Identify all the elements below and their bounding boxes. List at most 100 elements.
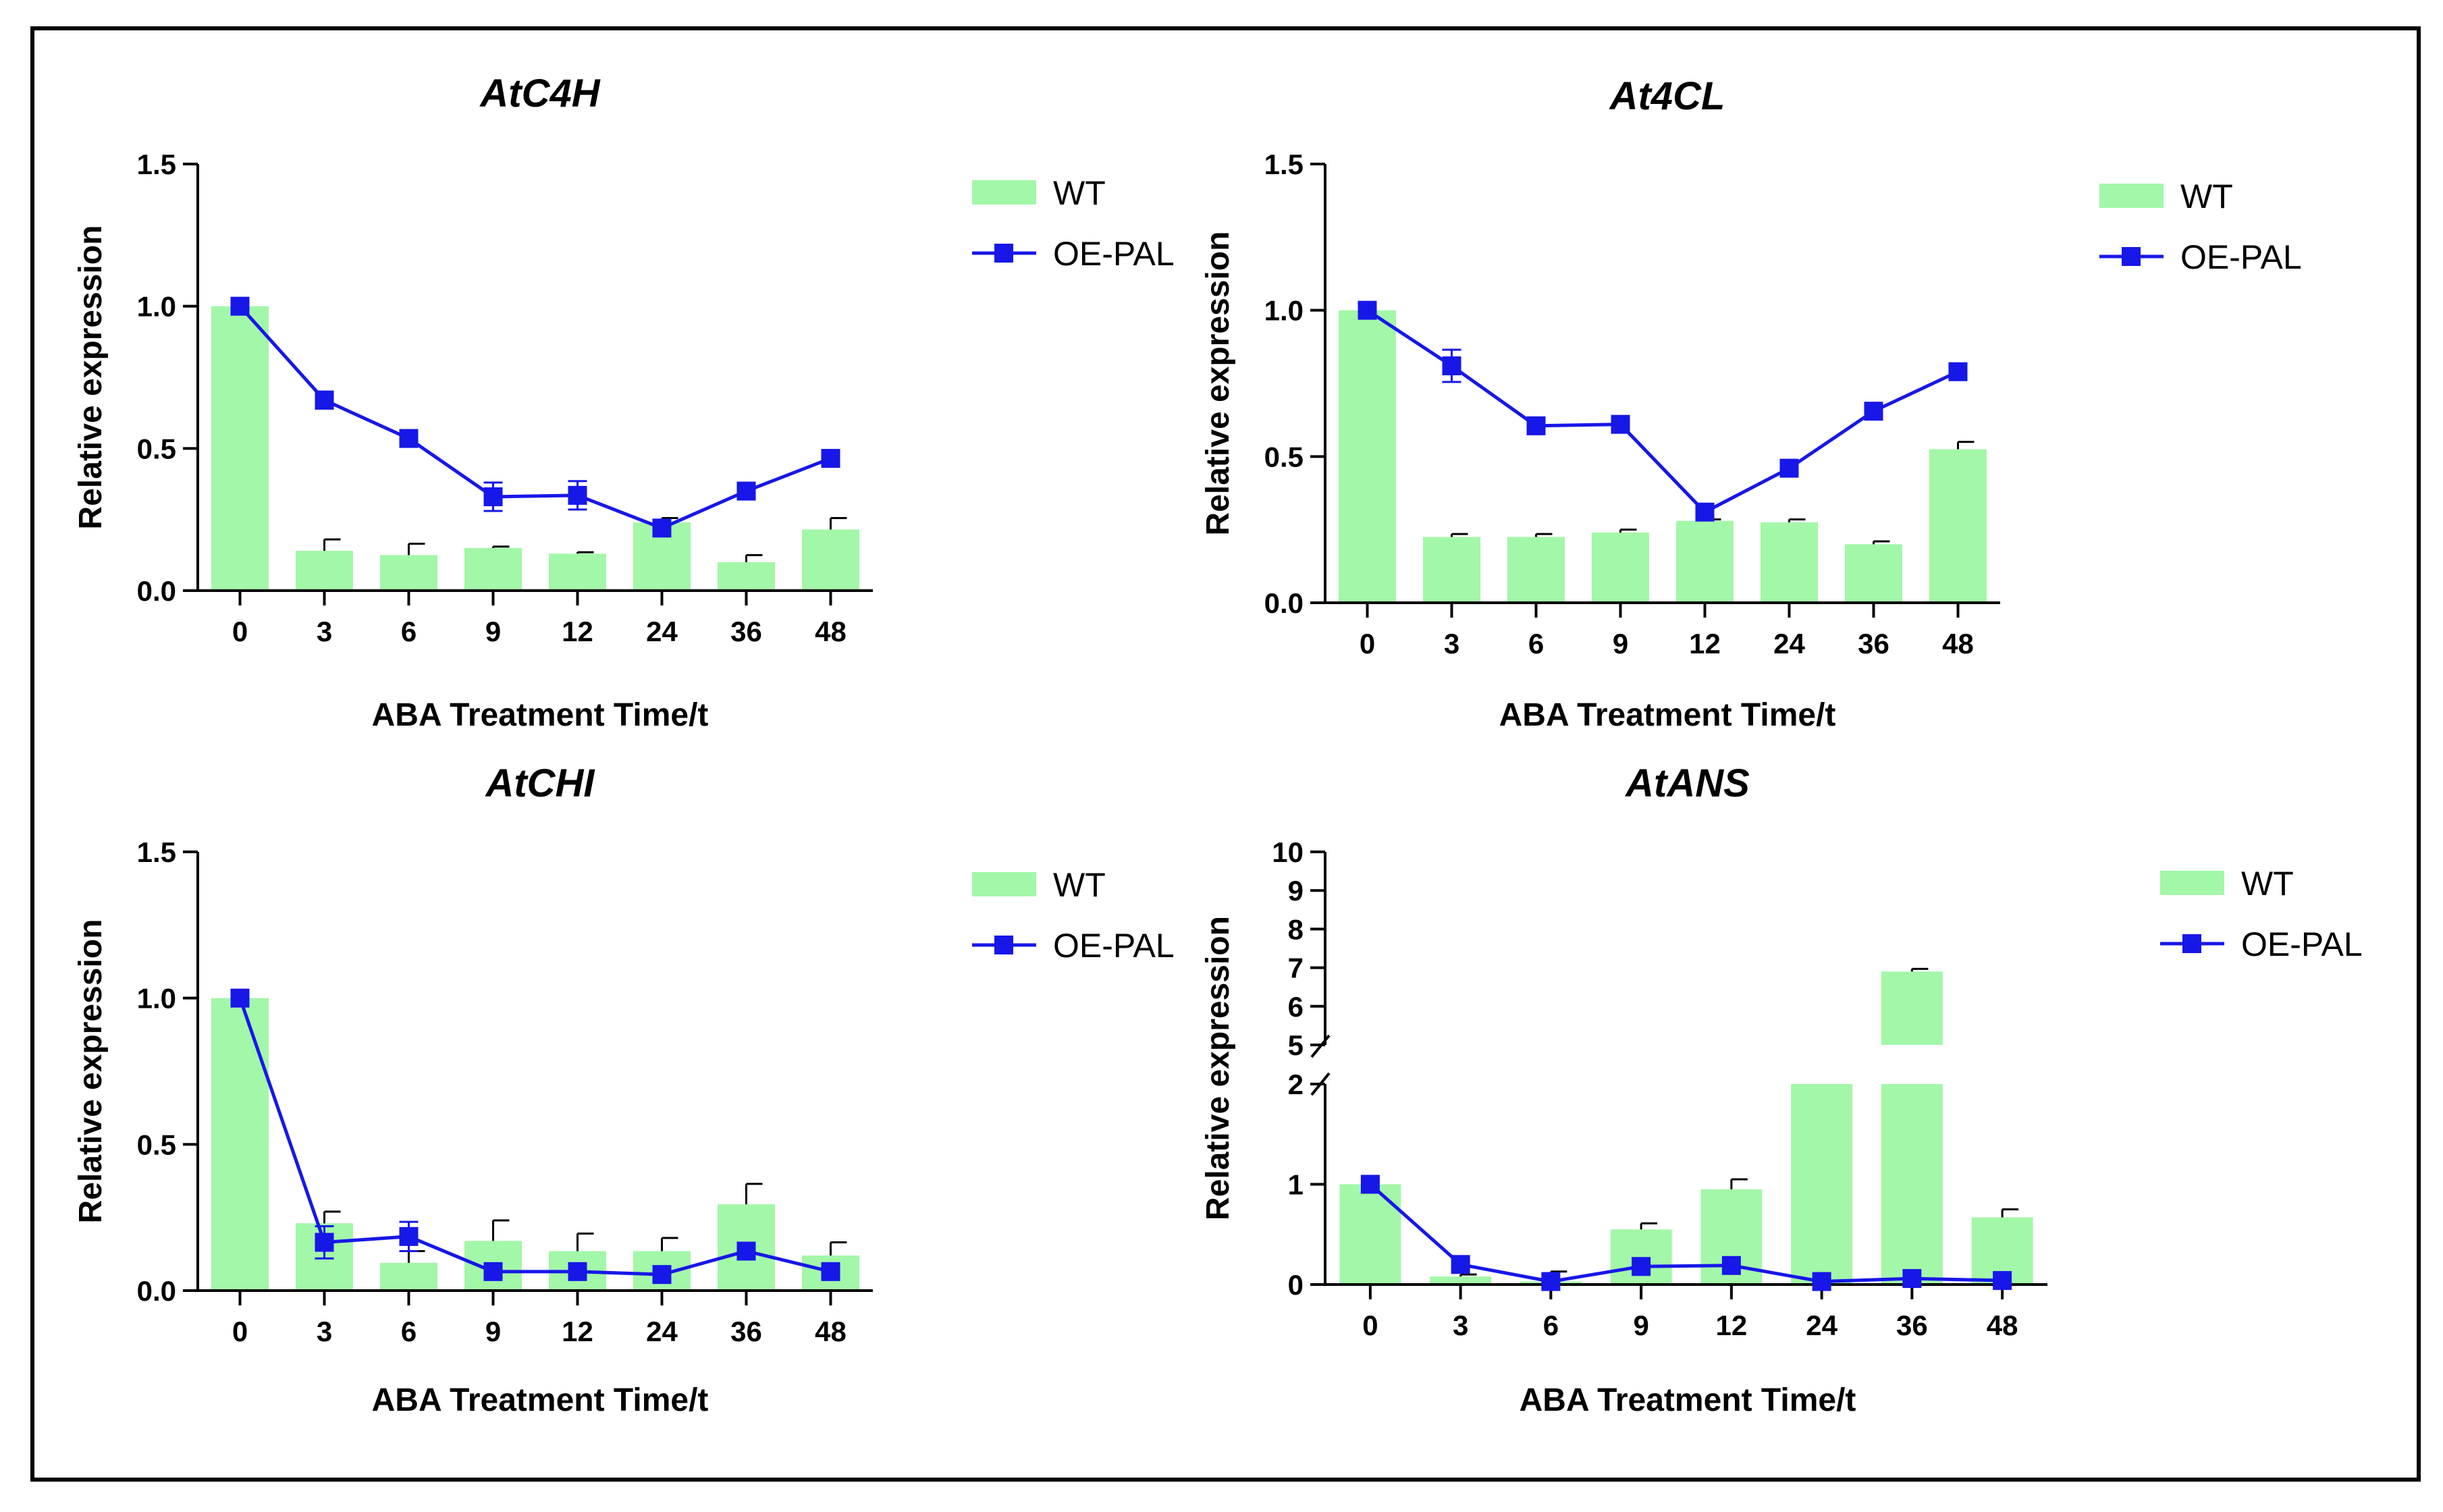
oe-pal-point	[736, 481, 756, 501]
x-tick-label: 48	[815, 616, 847, 647]
oe-pal-point	[1864, 402, 1883, 421]
wt-bar	[1507, 537, 1565, 603]
legend-oe-label: OE-PAL	[1053, 235, 1175, 273]
x-tick-label: 0	[1360, 628, 1375, 659]
oe-pal-point	[568, 485, 587, 505]
wt-bar	[211, 998, 269, 1291]
legend-wt-swatch	[972, 872, 1036, 896]
oe-pal-point	[1993, 1271, 2012, 1291]
chart-title: AtC4H	[479, 72, 600, 115]
x-tick-label: 12	[562, 616, 593, 647]
oe-pal-point	[1779, 458, 1799, 478]
x-tick-label: 24	[1773, 628, 1805, 659]
y-tick-label: 7	[1288, 952, 1304, 984]
y-tick-label: 0.0	[1264, 587, 1304, 619]
oe-pal-point	[1360, 1174, 1380, 1194]
legend-wt-swatch	[972, 180, 1036, 205]
chart-title: At4CL	[1609, 74, 1725, 118]
wt-bar	[549, 554, 606, 591]
wt-bar	[1676, 520, 1734, 603]
x-axis-title: ABA Treatment Time/t	[372, 697, 709, 733]
x-tick-label: 48	[1942, 628, 1974, 659]
y-axis-title: Relative expression	[73, 919, 109, 1224]
wt-bar	[1791, 1084, 1853, 1285]
oe-pal-point	[1442, 356, 1461, 375]
wt-bar	[1610, 1229, 1672, 1285]
wt-bar	[802, 529, 859, 591]
y-tick-label: 10	[1272, 836, 1304, 868]
wt-bar	[718, 562, 775, 591]
y-axis-title: Relative expression	[1200, 232, 1236, 536]
legend-wt-label: WT	[2180, 178, 2233, 215]
y-axis-title: Relative expression	[73, 225, 109, 530]
y-tick-label: 8	[1288, 913, 1304, 945]
x-axis-title: ABA Treatment Time/t	[1499, 697, 1836, 733]
y-tick-label: 0.5	[1264, 441, 1304, 473]
y-axis-title: Relative expression	[1200, 916, 1236, 1220]
legend-oe-label: OE-PAL	[2180, 238, 2302, 276]
oe-pal-point	[230, 296, 250, 316]
x-tick-label: 9	[485, 1316, 501, 1347]
legend: WT OE-PAL	[972, 174, 1175, 273]
y-tick-label: 1.5	[137, 148, 176, 180]
x-tick-label: 6	[401, 616, 417, 647]
oe-pal-point	[1902, 1269, 1922, 1289]
x-tick-label: 12	[1689, 628, 1721, 659]
wt-bar	[380, 1262, 437, 1291]
wt-bar-upper	[1881, 971, 1943, 1045]
oe-pal-point	[736, 1241, 756, 1261]
oe-pal-point	[230, 988, 250, 1008]
x-tick-label: 48	[1987, 1310, 2018, 1341]
oe-pal-point	[568, 1262, 587, 1281]
legend-wt-swatch	[2099, 184, 2164, 208]
x-tick-label: 24	[646, 616, 678, 647]
oe-pal-line	[1369, 1183, 2003, 1284]
x-tick-label: 36	[730, 1316, 762, 1347]
oe-pal-point	[1611, 414, 1630, 434]
oe-pal-point	[1358, 300, 1377, 320]
legend-wt-label: WT	[1053, 866, 1106, 904]
oe-pal-point	[1451, 1255, 1470, 1274]
legend: WT OE-PAL	[2160, 865, 2363, 963]
legend-oe-marker	[2122, 247, 2141, 266]
legend-wt-label: WT	[1053, 174, 1106, 212]
y-tick-label: 0.5	[137, 1129, 176, 1160]
wt-bar	[1339, 310, 1396, 603]
x-tick-label: 6	[1543, 1310, 1559, 1341]
legend: WT OE-PAL	[972, 866, 1175, 965]
oe-pal-line	[238, 304, 832, 531]
oe-pal-line	[1366, 308, 1959, 514]
y-tick-label: 1.5	[137, 836, 176, 868]
y-tick-label: 1	[1288, 1169, 1304, 1201]
legend-oe-label: OE-PAL	[2241, 925, 2363, 963]
x-tick-label: 9	[1613, 628, 1628, 659]
x-tick-label: 0	[232, 1316, 248, 1347]
legend-wt-label: WT	[2241, 865, 2294, 902]
x-tick-label: 6	[401, 1316, 417, 1347]
x-tick-label: 24	[1806, 1310, 1837, 1341]
figure-frame	[30, 26, 2421, 1482]
x-tick-label: 24	[646, 1316, 678, 1347]
wt-bar	[211, 306, 269, 591]
x-tick-label: 3	[317, 616, 332, 647]
x-tick-label: 3	[317, 1316, 332, 1347]
wt-bar	[1423, 537, 1480, 603]
wt-bar	[296, 551, 353, 591]
wt-bar	[1761, 522, 1818, 603]
x-axis-title: ABA Treatment Time/t	[372, 1382, 709, 1418]
legend-oe-marker	[2182, 934, 2201, 953]
y-tick-label: 5	[1288, 1029, 1304, 1061]
y-tick-label: 6	[1288, 991, 1304, 1023]
chart-title: AtANS	[1624, 761, 1750, 805]
oe-pal-point	[1721, 1256, 1741, 1275]
legend: WT OE-PAL	[2099, 178, 2302, 276]
legend-wt-swatch	[2160, 871, 2224, 895]
x-tick-label: 0	[232, 616, 248, 647]
chart-title: AtCHI	[484, 761, 595, 805]
wt-bar	[464, 547, 522, 591]
wt-bar	[1339, 1184, 1401, 1285]
wt-bar	[1929, 449, 1987, 603]
x-tick-label: 9	[485, 616, 501, 647]
